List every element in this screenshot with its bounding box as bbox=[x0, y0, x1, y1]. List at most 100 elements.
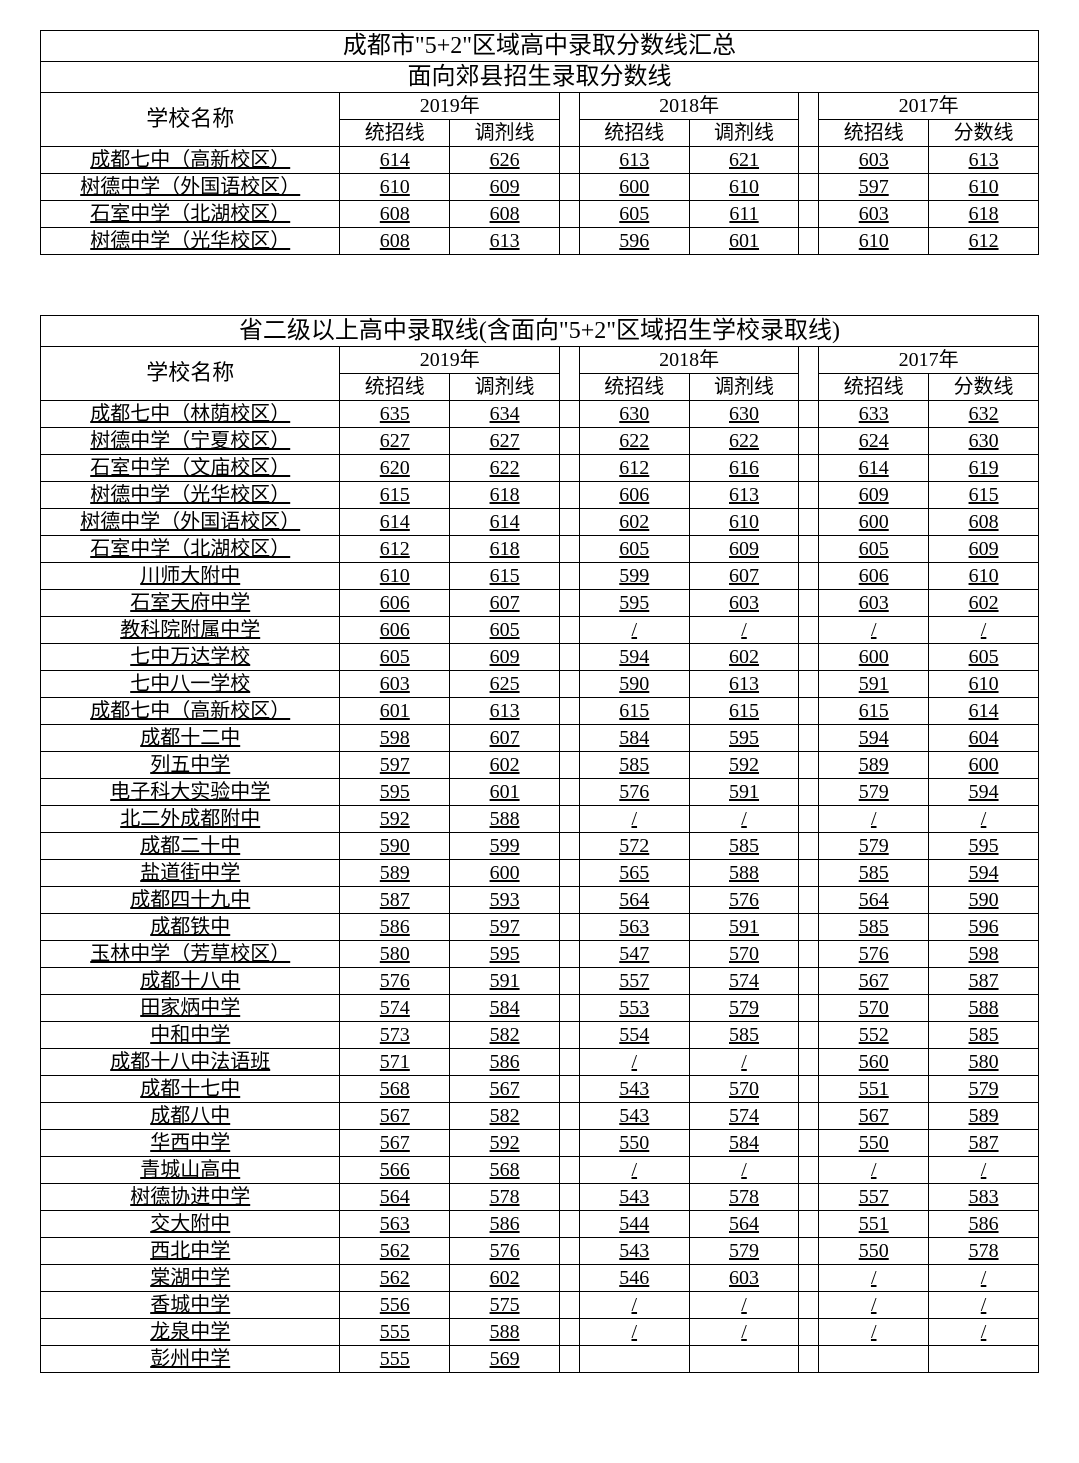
gap bbox=[799, 482, 819, 509]
value-cell: 586 bbox=[450, 1049, 560, 1076]
value-cell: 590 bbox=[929, 887, 1039, 914]
value-cell: 582 bbox=[450, 1022, 560, 1049]
value-cell bbox=[819, 1346, 929, 1373]
school-cell: 石室天府中学 bbox=[41, 590, 340, 617]
value-cell: 602 bbox=[450, 1265, 560, 1292]
school-cell: 西北中学 bbox=[41, 1238, 340, 1265]
gap bbox=[559, 1022, 579, 1049]
gap bbox=[559, 1292, 579, 1319]
school-cell: 石室中学（文庙校区） bbox=[41, 455, 340, 482]
value-cell: / bbox=[819, 1292, 929, 1319]
value-cell: 563 bbox=[340, 1211, 450, 1238]
value-cell: 605 bbox=[929, 644, 1039, 671]
value-cell: 610 bbox=[689, 509, 799, 536]
school-cell: 成都铁中 bbox=[41, 914, 340, 941]
value-cell: 615 bbox=[819, 698, 929, 725]
gap bbox=[799, 1292, 819, 1319]
value-cell: / bbox=[819, 1319, 929, 1346]
school-cell: 成都十七中 bbox=[41, 1076, 340, 1103]
value-cell: / bbox=[819, 806, 929, 833]
gap bbox=[799, 995, 819, 1022]
gap bbox=[799, 428, 819, 455]
gap bbox=[799, 887, 819, 914]
value-cell: 543 bbox=[579, 1103, 689, 1130]
col-label: 调剂线 bbox=[689, 120, 799, 147]
gap bbox=[559, 1076, 579, 1103]
gap bbox=[559, 941, 579, 968]
school-cell: 树德中学（外国语校区） bbox=[41, 174, 340, 201]
table-1-year-row: 学校名称 2019年 2018年 2017年 bbox=[41, 93, 1039, 120]
gap bbox=[559, 201, 579, 228]
value-cell: 613 bbox=[689, 482, 799, 509]
value-cell: 602 bbox=[689, 644, 799, 671]
table-row: 彭州中学555569 bbox=[41, 1346, 1039, 1373]
table-row: 西北中学562576543579550578 bbox=[41, 1238, 1039, 1265]
value-cell: 613 bbox=[450, 698, 560, 725]
value-cell: 570 bbox=[689, 941, 799, 968]
table-row: 中和中学573582554585552585 bbox=[41, 1022, 1039, 1049]
table-row: 树德中学（外国语校区）610609600610597610 bbox=[41, 174, 1039, 201]
gap bbox=[559, 752, 579, 779]
value-cell: 603 bbox=[819, 590, 929, 617]
value-cell: 588 bbox=[929, 995, 1039, 1022]
school-cell: 玉林中学（芳草校区） bbox=[41, 941, 340, 968]
value-cell: 584 bbox=[450, 995, 560, 1022]
gap bbox=[559, 1049, 579, 1076]
value-cell: 635 bbox=[340, 401, 450, 428]
table-row: 树德中学（光华校区）608613596601610612 bbox=[41, 228, 1039, 255]
value-cell: 580 bbox=[929, 1049, 1039, 1076]
value-cell: 550 bbox=[819, 1130, 929, 1157]
gap bbox=[799, 779, 819, 806]
value-cell: 597 bbox=[819, 174, 929, 201]
value-cell: 555 bbox=[340, 1319, 450, 1346]
value-cell: 567 bbox=[340, 1130, 450, 1157]
gap bbox=[559, 1184, 579, 1211]
table-row: 成都十八中576591557574567587 bbox=[41, 968, 1039, 995]
value-cell: 619 bbox=[929, 455, 1039, 482]
gap bbox=[799, 914, 819, 941]
gap bbox=[799, 833, 819, 860]
gap bbox=[799, 536, 819, 563]
value-cell: 603 bbox=[819, 201, 929, 228]
value-cell: 565 bbox=[579, 860, 689, 887]
gap bbox=[799, 698, 819, 725]
gap bbox=[799, 1049, 819, 1076]
gap bbox=[799, 1076, 819, 1103]
table-row: 教科院附属中学606605//// bbox=[41, 617, 1039, 644]
school-cell: 石室中学（北湖校区） bbox=[41, 201, 340, 228]
value-cell: 595 bbox=[450, 941, 560, 968]
value-cell: 605 bbox=[579, 536, 689, 563]
value-cell: / bbox=[579, 1292, 689, 1319]
value-cell: 585 bbox=[819, 860, 929, 887]
value-cell: 586 bbox=[340, 914, 450, 941]
table-row: 电子科大实验中学595601576591579594 bbox=[41, 779, 1039, 806]
col-label: 统招线 bbox=[579, 374, 689, 401]
school-cell: 成都七中（高新校区） bbox=[41, 698, 340, 725]
value-cell: 567 bbox=[450, 1076, 560, 1103]
table-row: 成都二十中590599572585579595 bbox=[41, 833, 1039, 860]
table-2-block: 省二级以上高中录取线(含面向"5+2"区域招生学校录取线) 学校名称 2019年… bbox=[40, 315, 1039, 1373]
gap bbox=[559, 644, 579, 671]
value-cell: 607 bbox=[450, 725, 560, 752]
value-cell: 551 bbox=[819, 1076, 929, 1103]
school-cell: 树德中学（宁夏校区） bbox=[41, 428, 340, 455]
school-cell: 彭州中学 bbox=[41, 1346, 340, 1373]
value-cell: 588 bbox=[450, 1319, 560, 1346]
value-cell: 608 bbox=[340, 228, 450, 255]
value-cell: 606 bbox=[340, 590, 450, 617]
value-cell: 557 bbox=[819, 1184, 929, 1211]
gap bbox=[559, 698, 579, 725]
gap bbox=[559, 347, 579, 401]
table-row: 成都四十九中587593564576564590 bbox=[41, 887, 1039, 914]
table-row: 成都七中（高新校区）614626613621603613 bbox=[41, 147, 1039, 174]
table-row: 石室天府中学606607595603603602 bbox=[41, 590, 1039, 617]
value-cell: 567 bbox=[340, 1103, 450, 1130]
value-cell: 595 bbox=[689, 725, 799, 752]
value-cell: 610 bbox=[929, 563, 1039, 590]
value-cell: 621 bbox=[689, 147, 799, 174]
value-cell: 579 bbox=[689, 995, 799, 1022]
value-cell: 613 bbox=[579, 147, 689, 174]
school-cell: 树德中学（外国语校区） bbox=[41, 509, 340, 536]
value-cell: 571 bbox=[340, 1049, 450, 1076]
value-cell: / bbox=[579, 1049, 689, 1076]
